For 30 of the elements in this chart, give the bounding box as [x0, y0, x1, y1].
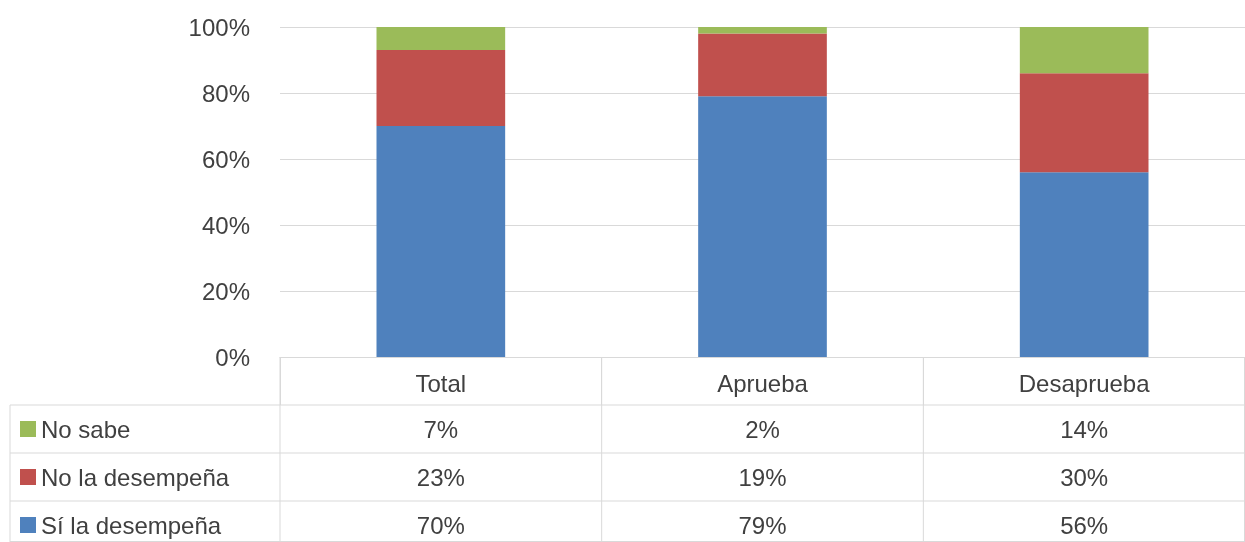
bar: [698, 96, 827, 357]
y-tick-label: 0%: [215, 343, 250, 371]
bar: [376, 27, 506, 51]
bar: [376, 126, 506, 357]
data-label: 2%: [745, 415, 780, 443]
bar: [698, 27, 827, 34]
x-tick-label: Total: [415, 369, 467, 397]
y-tick-label: 40%: [201, 211, 250, 239]
x-tick-label: Aprueba: [717, 369, 809, 397]
y-tick-label: 20%: [201, 277, 250, 305]
bar: [376, 50, 506, 126]
y-tick-label: 60%: [201, 145, 250, 173]
x-tick-label: Desaprueba: [1018, 369, 1151, 397]
bar: [1019, 73, 1149, 173]
data-label: 30%: [1060, 463, 1109, 491]
data-label: 14%: [1060, 415, 1109, 443]
data-label: 23%: [416, 463, 465, 491]
data-label: 70%: [416, 511, 465, 539]
legend-label: Sí la desempeña: [41, 511, 222, 539]
legend-label: No la desempeña: [41, 463, 230, 491]
legend-label: No sabe: [41, 415, 131, 443]
data-label: 56%: [1060, 511, 1109, 539]
data-label: 7%: [423, 415, 459, 443]
y-tick-label: 100%: [188, 13, 250, 41]
bar: [698, 33, 827, 97]
y-tick-label: 80%: [201, 79, 250, 107]
bar: [1019, 27, 1149, 74]
bar: [1019, 172, 1149, 357]
data-label: 19%: [738, 463, 787, 491]
data-label: 79%: [738, 511, 787, 539]
